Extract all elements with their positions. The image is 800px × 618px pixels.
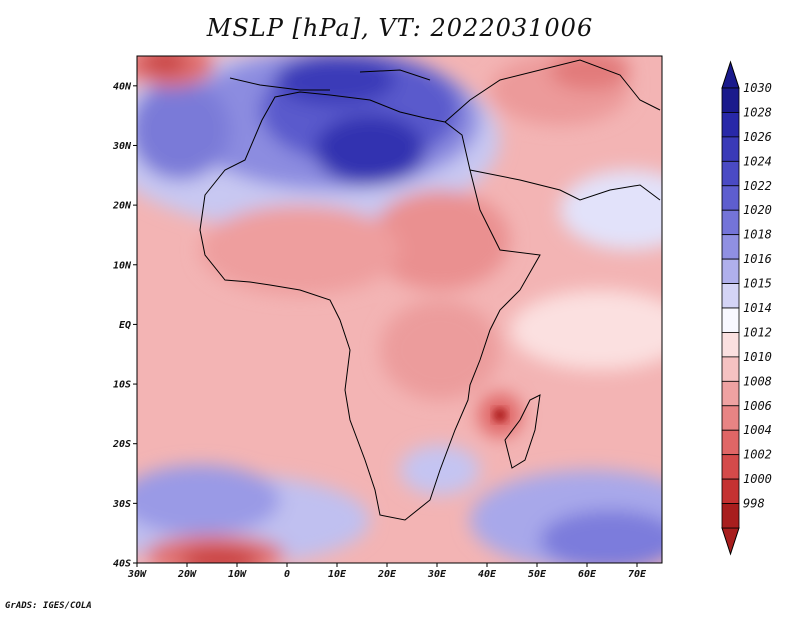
colorbar-segment: [721, 380, 740, 407]
colorbar-segment: [721, 258, 740, 284]
colorbar-segment: [721, 160, 740, 187]
latitude-axis: 40N 30N 20N 10N EQ 10S 20S 30S 40S: [112, 81, 137, 570]
colorbar-level-label: 1002: [743, 448, 772, 462]
colorbar-level-label: 1006: [743, 399, 772, 413]
colorbar-level-label: 1012: [743, 325, 772, 339]
colorbar-segment: [721, 283, 740, 309]
map-frame: [136, 55, 663, 564]
lat-tick-label: 40N: [113, 81, 132, 92]
colorbar-level-label: 1018: [743, 228, 772, 242]
colorbar-segment: [721, 454, 740, 480]
lat-tick-label: 20S: [112, 439, 131, 450]
colorbar-segment: [721, 429, 740, 456]
colorbar-top-arrow: [721, 60, 740, 89]
colorbar-level-label: 1010: [743, 350, 772, 364]
colorbar: 1030 1028 1026 1024 1022 1020 1018 1016 1015 1014…: [721, 60, 772, 556]
lat-tick-label: 30N: [112, 141, 132, 152]
colorbar-level-label: 1030: [743, 81, 772, 95]
lat-tick-label: 10S: [113, 380, 131, 391]
lat-tick-label: EQ: [119, 320, 131, 331]
colorbar-level-label: 1004: [743, 423, 772, 437]
colorbar-level-label: 1016: [743, 252, 772, 266]
lat-tick-label: 40S: [113, 559, 131, 570]
colorbar-segment: [721, 234, 740, 260]
map-title: MSLP [hPa], VT: 2022031006: [206, 14, 594, 42]
lon-tick-label: 20W: [177, 569, 197, 580]
colorbar-segment: [721, 136, 740, 162]
colorbar-level-label: 1014: [743, 301, 772, 315]
coastlines: [199, 59, 661, 521]
lon-tick-label: 0: [284, 569, 290, 580]
colorbar-level-label: 1000: [743, 472, 772, 486]
lon-tick-label: 10W: [228, 569, 247, 580]
colorbar-segment: [721, 503, 740, 529]
colorbar-segment: [721, 209, 740, 236]
colorbar-bottom-arrow: [721, 527, 740, 556]
lon-tick-label: 50E: [528, 569, 547, 580]
lat-tick-label: 30S: [112, 499, 131, 510]
colorbar-level-label: 1024: [743, 154, 772, 168]
colorbar-level-label: 1028: [743, 105, 772, 119]
lon-tick-label: 20E: [377, 569, 397, 580]
colorbar-segment: [721, 185, 740, 211]
colorbar-level-label: 1022: [743, 179, 772, 193]
lat-tick-label: 10N: [113, 260, 132, 271]
colorbar-level-label: 998: [743, 497, 765, 511]
colorbar-level-label: 1008: [743, 374, 772, 388]
lon-tick-label: 10E: [328, 569, 347, 580]
colorbar-segment: [721, 112, 740, 138]
longitude-axis: 30W 20W 10W 0 10E 20E 30E 40E 50E 60E 70E: [127, 563, 647, 580]
colorbar-segment: [721, 356, 740, 382]
pressure-field: [137, 56, 662, 563]
lon-tick-label: 70E: [628, 569, 647, 580]
lat-tick-label: 20N: [112, 201, 132, 212]
colorbar-segment: [721, 87, 740, 113]
lon-tick-label: 40E: [478, 569, 497, 580]
colorbar-segment: [721, 307, 740, 333]
lon-tick-label: 30E: [427, 569, 447, 580]
colorbar-level-label: 1026: [743, 130, 772, 144]
colorbar-segment: [721, 332, 740, 358]
colorbar-segment: [721, 478, 740, 504]
lon-tick-label: 30W: [127, 569, 147, 580]
grads-credit: GrADS: IGES/COLA: [5, 601, 92, 611]
colorbar-level-label: 1020: [743, 203, 772, 217]
colorbar-segment: [721, 405, 740, 431]
lon-tick-label: 60E: [578, 569, 597, 580]
colorbar-level-label: 1015: [743, 277, 772, 291]
